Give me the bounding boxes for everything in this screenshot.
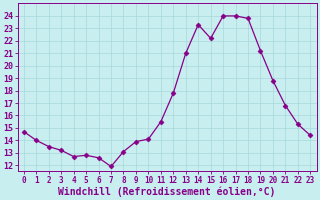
X-axis label: Windchill (Refroidissement éolien,°C): Windchill (Refroidissement éolien,°C) <box>58 186 276 197</box>
